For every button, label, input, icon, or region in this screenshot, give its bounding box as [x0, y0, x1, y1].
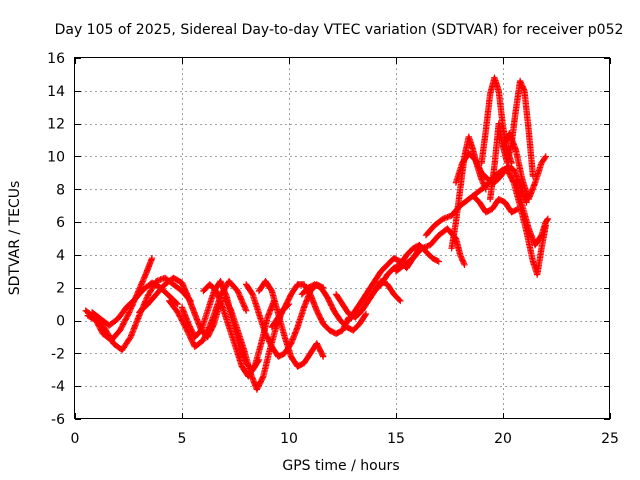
- y-axis-title: SDTVAR / TECUs: [7, 181, 23, 296]
- y-tick-label: -4: [51, 379, 65, 395]
- y-tick-label: 4: [56, 248, 65, 264]
- series-sat-p: [392, 225, 468, 275]
- y-tick-label: -2: [51, 346, 65, 362]
- plot-frame: [74, 57, 610, 419]
- y-tick-label: 10: [47, 149, 65, 165]
- series-sat-o: [358, 241, 442, 314]
- x-tick-labels: 0 5 10 15 20 25: [71, 431, 619, 447]
- y-tick-label: -6: [51, 412, 65, 428]
- y-tick-label: 16: [47, 51, 65, 67]
- y-tick-label: 8: [56, 182, 65, 198]
- x-tick-label: 20: [494, 431, 512, 447]
- series-sat-v: [499, 130, 549, 203]
- x-tick-label: 25: [601, 431, 619, 447]
- y-tick-labels: -6 -4 -2 0 2 4 6 8 10 12 14 16: [47, 51, 65, 428]
- series-sat-l: [298, 281, 370, 334]
- chart-title: Day 105 of 2025, Sidereal Day-to-day VTE…: [55, 22, 624, 38]
- series-sat-s: [452, 150, 530, 206]
- series-sat-x: [512, 179, 552, 249]
- y-tick-label: 14: [47, 84, 65, 100]
- y-tick-label: 12: [47, 117, 65, 133]
- x-tick-label: 15: [387, 431, 405, 447]
- x-tick-label: 10: [280, 431, 298, 447]
- series-sat-y: [469, 192, 522, 216]
- data-points: [82, 74, 552, 393]
- x-axis-title: GPS time / hours: [282, 458, 399, 474]
- series-sat-g: [200, 281, 278, 380]
- axis-ticks: [75, 58, 611, 420]
- y-tick-label: 0: [56, 314, 65, 330]
- series-sat-c: [88, 279, 181, 329]
- x-tick-label: 5: [178, 431, 187, 447]
- x-tick-label: 0: [71, 431, 80, 447]
- y-tick-label: 6: [56, 215, 65, 231]
- y-tick-label: 2: [56, 281, 65, 297]
